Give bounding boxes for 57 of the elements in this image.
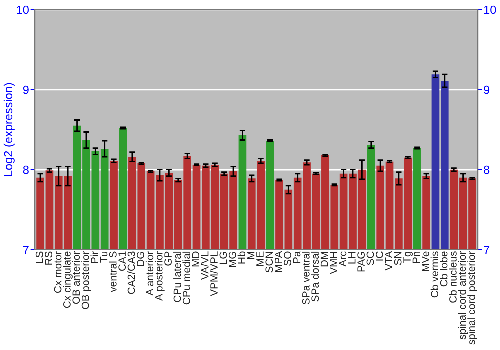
y-tick-label: 7 bbox=[23, 246, 29, 254]
x-tick-label: CPu medial bbox=[182, 252, 190, 305]
x-tick-label: MPA bbox=[275, 251, 282, 272]
x-tick-label: SO bbox=[284, 252, 292, 266]
x-tick-label: VPM/VPL bbox=[210, 252, 218, 296]
x-tick-label: LS bbox=[36, 252, 44, 264]
y2-tick-label: 10 bbox=[484, 6, 496, 14]
x-tick-label: RS bbox=[45, 252, 52, 265]
x-tick-label: SN bbox=[394, 252, 402, 266]
x-tick-label: Tg bbox=[404, 252, 414, 264]
x-tick-label: ventral S bbox=[109, 252, 117, 292]
x-tick-label: MD bbox=[192, 252, 200, 267]
x-tick-label: spinal cord posterior bbox=[468, 251, 478, 345]
x-tick-label: MG bbox=[228, 252, 236, 268]
x-tick-label: ME bbox=[256, 252, 264, 266]
x-tick-label: Cx cingulate bbox=[63, 252, 73, 308]
x-tick-label: VMH bbox=[330, 252, 338, 274]
x-tick-label: IC bbox=[376, 252, 384, 261]
x-tick-label: VA/VL bbox=[201, 252, 209, 280]
x-tick-label: OB posterior bbox=[82, 251, 92, 310]
x-tick-label: OB anterior bbox=[72, 251, 80, 304]
x-tick-label: CPu lateral bbox=[174, 252, 182, 302]
x-tick-label: GP bbox=[164, 252, 172, 266]
y-tick-label: 10 bbox=[17, 6, 29, 14]
x-tick-label: Cx motor bbox=[54, 251, 62, 294]
x-tick-label: Cb vermis bbox=[430, 252, 439, 298]
x-tick-label: SCN bbox=[266, 252, 274, 273]
x-tick-label: Arc bbox=[339, 252, 347, 267]
x-tick-label: SPa ventral bbox=[302, 252, 310, 305]
x-tick-label: LH bbox=[348, 252, 356, 264]
x-tick-label: LG bbox=[220, 252, 228, 264]
x-tick-label: Pn bbox=[412, 252, 420, 264]
x-tick-label: CA2/CA3 bbox=[128, 252, 136, 294]
x-tick-label: Pir bbox=[90, 251, 98, 264]
x-tick-label: SC bbox=[366, 252, 374, 266]
y-axis-title: Log2 (expression) bbox=[4, 83, 15, 176]
y2-tick-label: 8 bbox=[484, 166, 490, 174]
x-tick-label: PAG bbox=[358, 252, 365, 272]
x-tick-label: VTA bbox=[385, 251, 392, 271]
x-tick-label: Cb lobe bbox=[440, 252, 448, 287]
x-tick-label: spinal cord anterior bbox=[458, 251, 468, 340]
x-tick-label: DG bbox=[137, 252, 144, 266]
x-tick-label: DM bbox=[320, 252, 328, 267]
y2-tick-label: 7 bbox=[484, 246, 490, 254]
x-tick-label: Cb nucleus bbox=[449, 252, 457, 303]
x-tick-label: SPa dorsal bbox=[311, 252, 320, 302]
x-tick-label: MVe bbox=[422, 252, 430, 272]
x-tick-label: Hb bbox=[238, 252, 246, 264]
y-tick-label: 9 bbox=[23, 86, 29, 94]
x-tick-label: CA1 bbox=[118, 252, 126, 272]
x-tick-label: A anterior bbox=[146, 251, 154, 296]
x-tick-label: M bbox=[247, 252, 255, 260]
x-tick-label: Tu bbox=[100, 252, 108, 263]
x-tick-label: Pa bbox=[293, 251, 301, 264]
x-tick-label: A posterior bbox=[155, 251, 165, 302]
y-tick-label: 8 bbox=[23, 166, 29, 174]
y2-tick-label: 9 bbox=[484, 86, 490, 94]
